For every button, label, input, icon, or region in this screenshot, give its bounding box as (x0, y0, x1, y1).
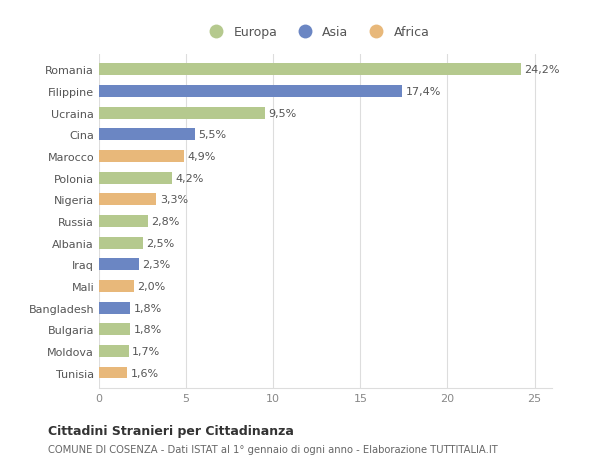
Text: 4,9%: 4,9% (188, 151, 216, 162)
Text: COMUNE DI COSENZA - Dati ISTAT al 1° gennaio di ogni anno - Elaborazione TUTTITA: COMUNE DI COSENZA - Dati ISTAT al 1° gen… (48, 444, 498, 454)
Bar (99, 129, 195, 141)
Bar (99, 259, 139, 271)
Text: 1,8%: 1,8% (134, 303, 162, 313)
Text: 5,5%: 5,5% (199, 130, 226, 140)
Bar (99, 86, 402, 98)
Bar (99, 302, 130, 314)
Bar (99, 345, 128, 357)
Text: 1,7%: 1,7% (132, 346, 160, 356)
Bar (99, 280, 134, 292)
Bar (99, 237, 143, 249)
Text: 2,0%: 2,0% (137, 281, 166, 291)
Text: 1,6%: 1,6% (130, 368, 158, 378)
Bar (99, 172, 172, 184)
Bar (99, 194, 157, 206)
Bar (99, 151, 184, 162)
Text: 2,3%: 2,3% (143, 260, 171, 270)
Text: 9,5%: 9,5% (268, 108, 296, 118)
Text: 3,3%: 3,3% (160, 195, 188, 205)
Legend: Europa, Asia, Africa: Europa, Asia, Africa (199, 22, 434, 45)
Bar (99, 324, 130, 336)
Bar (99, 107, 265, 119)
Bar (99, 64, 521, 76)
Text: 17,4%: 17,4% (406, 87, 441, 97)
Bar (99, 367, 127, 379)
Text: 1,8%: 1,8% (134, 325, 162, 335)
Text: 2,8%: 2,8% (151, 217, 179, 226)
Text: 2,5%: 2,5% (146, 238, 174, 248)
Text: 24,2%: 24,2% (524, 65, 560, 75)
Text: Cittadini Stranieri per Cittadinanza: Cittadini Stranieri per Cittadinanza (48, 425, 294, 437)
Bar (99, 216, 148, 227)
Text: 4,2%: 4,2% (176, 173, 204, 183)
